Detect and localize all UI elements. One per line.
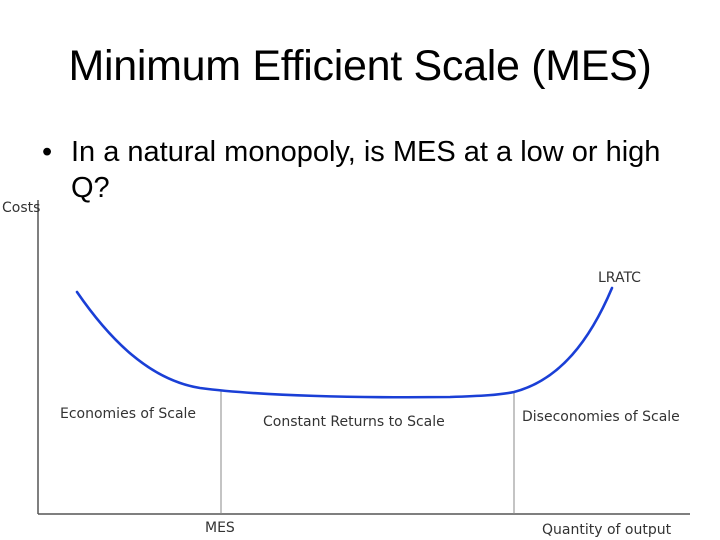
mes-label: MES (205, 520, 235, 536)
region-label-diseconomies: Diseconomies of Scale (522, 409, 680, 425)
bullet-marker: • (42, 136, 53, 168)
region-label-constant: Constant Returns to Scale (263, 414, 445, 430)
curve-label: LRATC (598, 270, 641, 286)
y-axis-label: Costs (2, 200, 40, 216)
lratc-curve (75, 286, 614, 399)
bullet-text: In a natural monopoly, is MES at a low o… (71, 136, 661, 204)
slide-title: Minimum Efficient Scale (MES) (68, 42, 652, 90)
region-label-economies: Economies of Scale (60, 406, 196, 422)
bullet-point: • In a natural monopoly, is MES at a low… (42, 134, 682, 206)
x-axis-label: Quantity of output (542, 522, 672, 538)
